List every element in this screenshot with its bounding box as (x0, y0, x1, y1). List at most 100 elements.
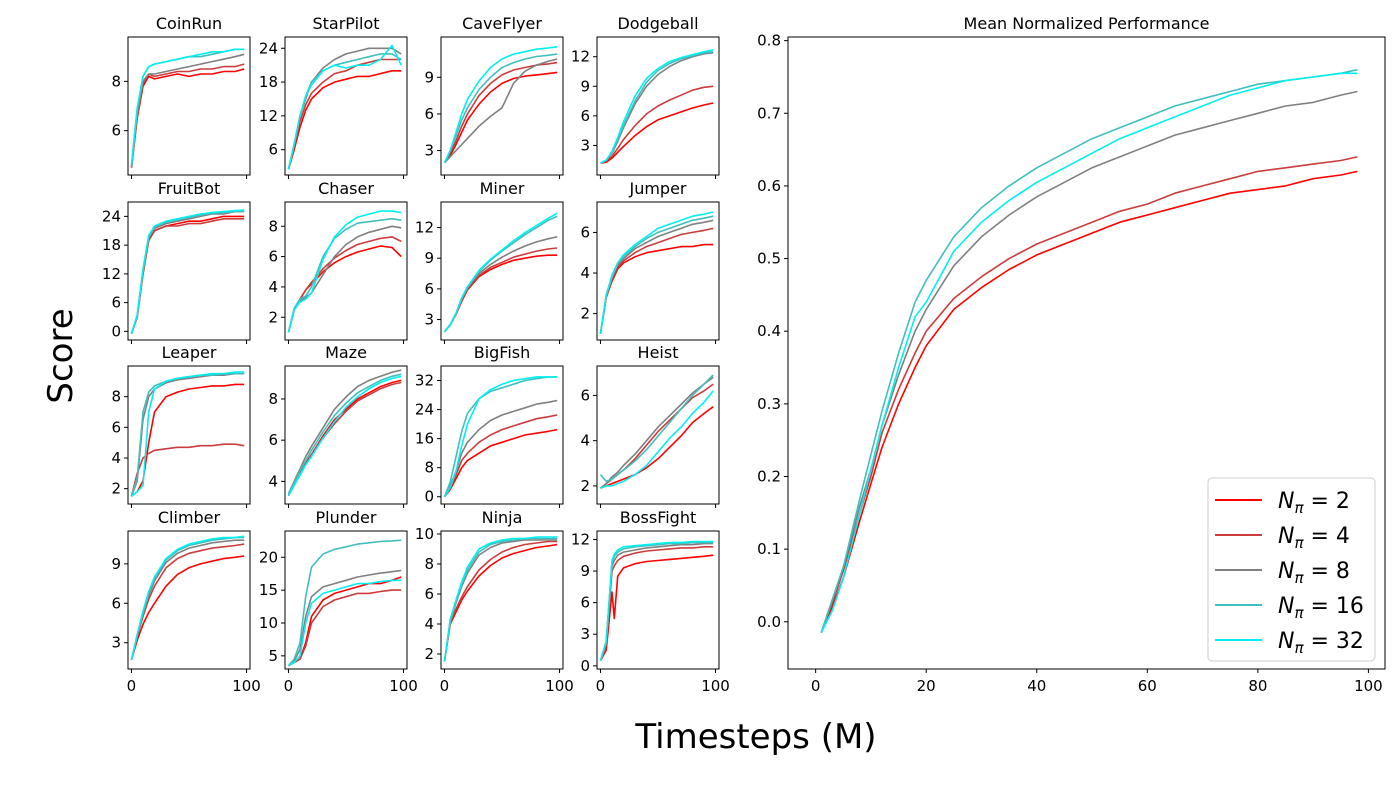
ytick-label: 6 (111, 294, 121, 312)
xtick-label: 100 (232, 677, 261, 695)
ytick-label: 3 (424, 311, 434, 329)
line-chaser-n-16 (287, 217, 402, 333)
ytick-label: 8 (268, 390, 278, 408)
ytick-label: 0 (111, 322, 121, 340)
ytick-label: 12 (102, 265, 121, 283)
axes-frame-chaser (284, 201, 408, 341)
ytick-label: 2 (111, 480, 121, 498)
axes-frame-bigfish (440, 365, 564, 505)
subplot-chaser: Chaser 2 4 6 8 (268, 179, 408, 344)
line-fruitbot-n-2 (130, 215, 245, 335)
xtick-label: 0 (596, 677, 606, 695)
line-dodgeball-n-32 (600, 49, 714, 164)
ytick-label: 12 (415, 219, 434, 237)
subplot-title-miner: Miner (480, 179, 525, 198)
ytick-label: 6 (580, 223, 590, 241)
ytick-label: 10 (259, 614, 278, 632)
line-maze-n-16 (287, 373, 402, 495)
ytick-label: 8 (268, 217, 278, 235)
subplot-title-starpilot: StarPilot (312, 14, 379, 33)
ytick-label: 6 (580, 386, 590, 404)
ytick-label: 6 (111, 418, 121, 436)
ytick-label: 5 (268, 647, 278, 665)
line-fruitbot-n-8 (130, 210, 245, 335)
subplot-title-heist: Heist (638, 343, 679, 362)
line-jumper-n-8 (599, 219, 714, 335)
ytick-label: 15 (259, 581, 278, 599)
subplot-miner: Miner 3 6 9 12 (415, 179, 564, 344)
ytick-label: 0.0 (757, 613, 781, 631)
axes-frame-climber (127, 530, 251, 670)
axes-frame-bossfight (596, 530, 720, 670)
ytick-label: 9 (580, 77, 590, 95)
line-dodgeball-n-2 (600, 102, 714, 164)
ytick-label: 6 (268, 248, 278, 266)
ytick-label: 0 (580, 657, 590, 675)
ytick-label: 12 (259, 107, 278, 125)
ytick-label: 2 (424, 645, 434, 663)
subplot-title-climber: Climber (158, 508, 221, 527)
ytick-label: 18 (102, 236, 121, 254)
axes-frame-fruitbot (127, 201, 251, 341)
line-leaper-n-4 (130, 443, 245, 497)
subplot-title-plunder: Plunder (316, 508, 377, 527)
ytick-label: 4 (580, 432, 590, 450)
line-leaper-n-16 (130, 372, 245, 497)
ytick-label: 2 (580, 305, 590, 323)
y-axis-label: Score (41, 308, 81, 403)
ytick-label: 3 (111, 634, 121, 652)
ytick-label: 32 (415, 372, 434, 390)
legend-entry-3: Nπ = 16 (1278, 594, 1364, 622)
xtick-label: 40 (1027, 677, 1046, 695)
subplot-title-coinrun: CoinRun (156, 14, 222, 33)
axes-frame-mean-normalized-performance (787, 36, 1386, 670)
ytick-label: 10 (415, 525, 434, 543)
ytick-label: 6 (268, 141, 278, 159)
line-bigfish-n-16 (443, 376, 558, 497)
line-miner-n-4 (443, 247, 558, 333)
axes-frame-starpilot (284, 36, 408, 176)
line-jumper-n-32 (599, 211, 714, 335)
xtick-label: 0 (440, 677, 450, 695)
line-chaser-n-8 (287, 225, 402, 333)
ytick-label: 0.4 (757, 322, 781, 340)
line-fruitbot-n-32 (130, 209, 245, 335)
ytick-label: 0 (424, 488, 434, 506)
subplot-title-ninja: Ninja (482, 508, 523, 527)
ytick-label: 20 (259, 548, 278, 566)
ytick-label: 6 (424, 105, 434, 123)
ytick-label: 9 (424, 249, 434, 267)
ytick-label: 4 (580, 264, 590, 282)
line-dodgeball-n-4 (600, 85, 714, 164)
ytick-label: 4 (111, 449, 121, 467)
legend-entry-0: Nπ = 2 (1278, 489, 1350, 517)
line-climber-n-32 (130, 535, 245, 660)
line-bossfight-n-32 (599, 540, 714, 661)
ytick-label: 0.5 (757, 250, 781, 268)
line-chaser-n-32 (287, 210, 402, 333)
subplot-coinrun: CoinRun 6 8 (111, 14, 251, 179)
line-mean-normalized-performance-n-2 (820, 170, 1358, 634)
ytick-label: 24 (259, 39, 278, 57)
ytick-label: 4 (424, 615, 434, 633)
ytick-label: 0.3 (757, 395, 781, 413)
subplot-plunder: Plunder 5 10 15 20 0 100 (259, 508, 418, 695)
line-fruitbot-n-16 (130, 210, 245, 335)
legend-entry-1: Nπ = 4 (1278, 524, 1350, 552)
line-plunder-n-32 (288, 579, 402, 667)
xtick-label: 0 (284, 677, 294, 695)
subplot-title-jumper: Jumper (628, 179, 686, 198)
ytick-label: 16 (415, 430, 434, 448)
ytick-label: 18 (259, 73, 278, 91)
ytick-label: 8 (424, 555, 434, 573)
axes-frame-caveflyer (440, 36, 564, 176)
line-starpilot-n-8 (287, 47, 402, 170)
line-caveflyer-n-16 (443, 53, 558, 164)
subplot-fruitbot: FruitBot 0 6 12 18 24 (102, 179, 251, 344)
line-maze-n-4 (287, 381, 402, 497)
legend: Nπ = 2 Nπ = 4 Nπ = 8 Nπ = 16 Nπ = 32 (1207, 477, 1376, 662)
ytick-label: 6 (268, 431, 278, 449)
axes-frame-heist (596, 365, 720, 505)
